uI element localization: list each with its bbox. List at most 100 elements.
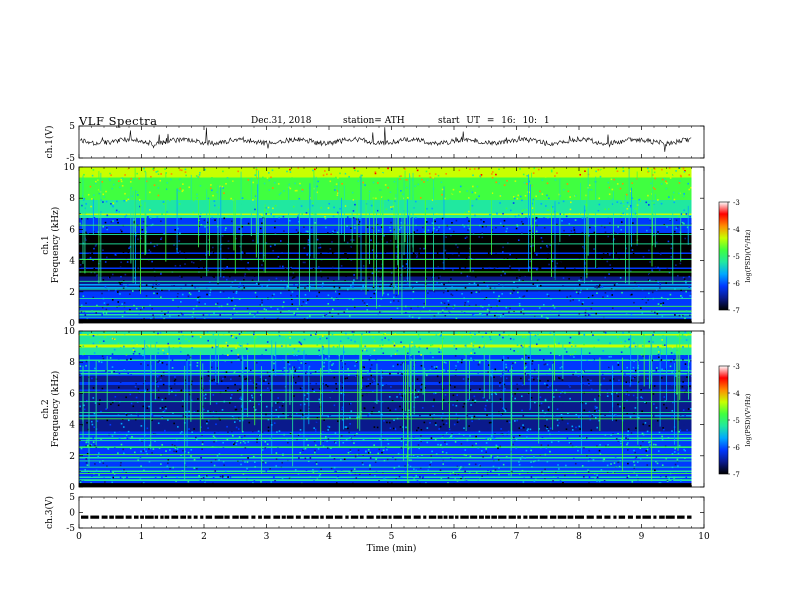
colorbar-label: log(PSD)(V²/Hz) (744, 229, 752, 282)
spectral-speckle (174, 376, 176, 378)
spectral-speckle (592, 407, 594, 409)
spectral-speckle (485, 226, 487, 228)
spectral-speckle (252, 235, 254, 237)
spectral-speckle (177, 180, 179, 182)
spectral-speckle (657, 463, 659, 465)
spectral-speckle (492, 470, 494, 472)
spectral-speckle (127, 438, 129, 440)
spectral-speckle (339, 463, 341, 465)
spectral-speckle (291, 177, 293, 179)
spectral-speckle (316, 344, 318, 346)
spectral-speckle (620, 229, 622, 231)
spectral-speckle (276, 431, 278, 433)
spectral-speckle (563, 201, 565, 203)
spectral-speckle (157, 352, 159, 354)
spectral-speckle (444, 180, 446, 182)
spectral-speckle (486, 439, 488, 441)
spectral-speckle (427, 470, 429, 472)
tone-line (79, 311, 692, 312)
spectral-speckle (389, 410, 391, 412)
spectral-speckle (310, 334, 312, 336)
spectral-speckle (542, 436, 544, 438)
spectral-speckle (426, 442, 428, 444)
spectral-speckle (92, 424, 94, 426)
spectral-speckle (534, 480, 536, 482)
spectral-speckle (530, 332, 532, 334)
spectral-speckle (564, 475, 566, 477)
spectral-speckle (644, 406, 646, 408)
spectral-speckle (273, 363, 275, 365)
spectral-speckle (118, 404, 120, 406)
spectral-speckle (466, 235, 468, 237)
spectral-speckle (194, 459, 196, 461)
spectral-speckle (498, 295, 500, 297)
spectral-speckle (368, 385, 370, 387)
spectral-speckle (92, 175, 94, 177)
spectral-speckle (426, 210, 428, 212)
spectral-speckle (348, 432, 350, 434)
spectral-speckle (459, 169, 461, 171)
spectral-speckle (392, 341, 394, 343)
spectral-speckle (160, 238, 162, 240)
spectral-speckle (287, 285, 289, 287)
spectral-speckle (596, 480, 598, 482)
spectral-speckle (325, 275, 327, 277)
spectral-speckle (465, 267, 467, 269)
spectral-speckle (268, 197, 270, 199)
spectral-speckle (208, 371, 210, 373)
spectral-speckle (161, 237, 163, 239)
spectral-speckle (607, 244, 609, 246)
spectral-speckle (418, 334, 420, 336)
spectral-speckle (389, 227, 391, 229)
spectral-speckle (211, 205, 213, 207)
spectral-speckle (202, 203, 204, 205)
spectral-speckle (474, 416, 476, 418)
spectral-speckle (274, 354, 276, 356)
spectral-speckle (274, 220, 276, 222)
spectral-speckle (532, 360, 534, 362)
spectral-speckle (383, 178, 385, 180)
spectral-speckle (680, 414, 682, 416)
spectral-speckle (621, 212, 623, 214)
spectral-speckle (284, 374, 286, 376)
spectral-speckle (263, 380, 265, 382)
spectral-speckle (405, 427, 407, 429)
sferic-streak (531, 173, 532, 281)
spectral-speckle (438, 313, 440, 315)
spectral-speckle (464, 354, 466, 356)
spectral-speckle (373, 293, 375, 295)
spectral-speckle (325, 218, 327, 220)
spectral-speckle (348, 374, 350, 376)
spectral-speckle (451, 263, 453, 265)
spectral-speckle (671, 371, 673, 373)
spectral-speckle (582, 384, 584, 386)
spectral-speckle (438, 404, 440, 406)
spectral-speckle (128, 197, 130, 199)
figure-title: VLF Spectra (79, 114, 158, 128)
spectral-speckle (645, 171, 647, 173)
spectral-speckle (112, 206, 114, 208)
spectral-speckle (471, 343, 473, 345)
spectral-speckle (261, 264, 263, 266)
spectral-speckle (426, 171, 428, 173)
spectral-speckle (108, 204, 110, 206)
spectral-speckle (231, 474, 233, 476)
spectral-speckle (254, 313, 256, 315)
spectral-speckle (525, 274, 527, 276)
spectral-speckle (368, 278, 370, 280)
spectral-speckle (645, 297, 647, 299)
spectral-speckle (238, 265, 240, 267)
spectral-speckle (600, 286, 602, 288)
spectral-speckle (517, 351, 519, 353)
spectral-speckle (266, 261, 268, 263)
spectral-speckle (666, 172, 668, 174)
spectral-speckle (157, 250, 159, 252)
spectral-speckle (121, 423, 123, 425)
spectral-speckle (656, 357, 658, 359)
spectral-speckle (250, 369, 252, 371)
spectral-speckle (498, 283, 500, 285)
spectral-speckle (648, 204, 650, 206)
spectral-speckle (596, 287, 598, 289)
spectral-speckle (209, 265, 211, 267)
spectral-speckle (567, 437, 569, 439)
